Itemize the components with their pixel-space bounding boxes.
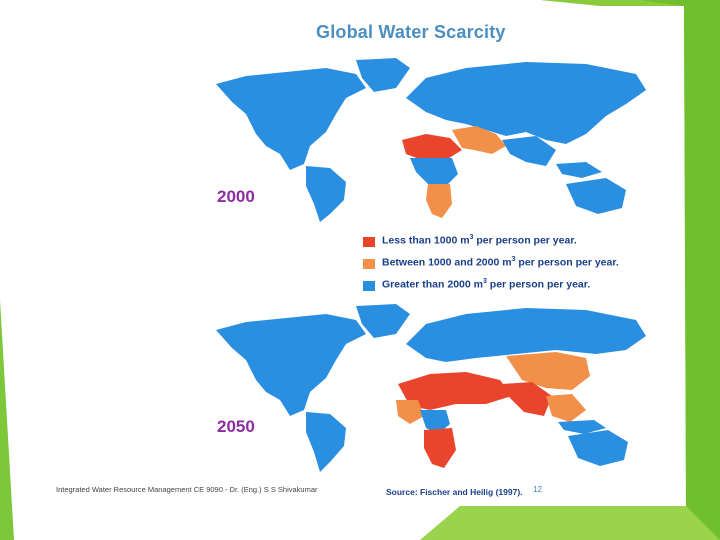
- north-africa-arid-region: [402, 134, 462, 160]
- green-accent-bottom-shape: [420, 506, 720, 540]
- figure-title: Global Water Scarcity: [316, 22, 506, 43]
- year-label-2000: 2000: [217, 187, 255, 207]
- slide-footer: Integrated Water Resource Management CE …: [56, 485, 318, 494]
- page-number: 12: [533, 485, 542, 494]
- world-map-2000: [206, 54, 662, 224]
- legend-swatch-blue: [363, 281, 375, 291]
- southeast-asia-islands: [556, 162, 602, 178]
- north-america-landmass: [216, 68, 366, 170]
- northern-eurasia-landmass: [406, 308, 646, 362]
- year-label-2050: 2050: [217, 417, 255, 437]
- central-africa-region: [410, 158, 458, 186]
- legend-label-mid: Between 1000 and 2000 m3 per person per …: [382, 256, 619, 269]
- south-asia-region: [502, 136, 556, 166]
- legend-swatch-orange: [363, 259, 375, 269]
- australia-landmass: [568, 430, 628, 466]
- south-america-landmass: [306, 166, 346, 222]
- source-citation: Source: Fischer and Heilig (1997).: [386, 487, 523, 497]
- legend-label-high: Greater than 2000 m3 per person per year…: [382, 278, 590, 291]
- north-america-landmass: [216, 314, 366, 416]
- europe-asia-landmass: [406, 62, 646, 144]
- southeast-asia-region: [546, 394, 586, 422]
- legend-label-low: Less than 1000 m3 per person per year.: [382, 234, 577, 247]
- world-map-2050: [206, 300, 662, 476]
- legend-swatch-red: [363, 237, 375, 247]
- australia-landmass: [566, 178, 626, 214]
- southern-africa-region: [426, 184, 452, 218]
- green-accent-left-shape: [0, 300, 14, 540]
- southern-africa-region: [424, 428, 456, 468]
- south-america-landmass: [306, 412, 346, 472]
